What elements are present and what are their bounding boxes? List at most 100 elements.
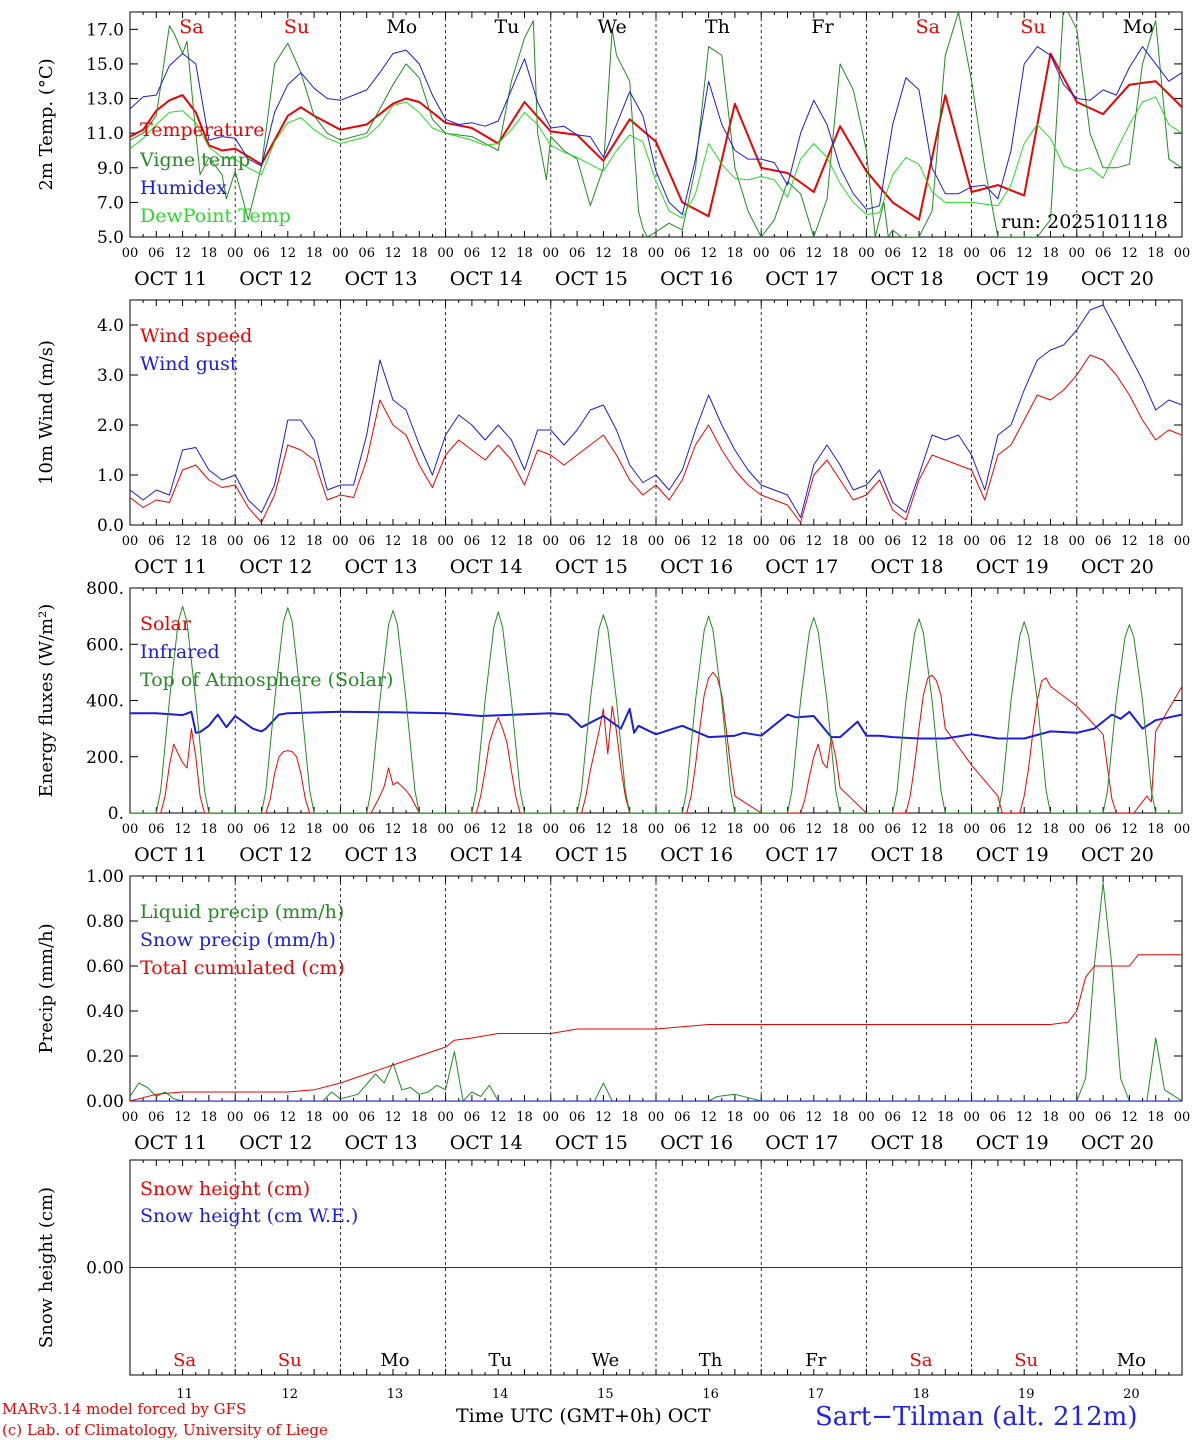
hour-tick-label: 18	[937, 246, 954, 261]
hour-tick-label: 18	[832, 822, 849, 837]
hour-tick-label: 12	[700, 822, 717, 837]
hour-tick-label: 18	[621, 822, 638, 837]
day-label: OCT 19	[976, 556, 1049, 578]
panel-precip: 0.00 0.20 0.40 0.60 0.80 1.00 Precip (mm/h) Liq…	[36, 867, 1190, 1154]
hour-tick-label: 12	[700, 534, 717, 549]
hour-tick-label: 06	[148, 822, 165, 837]
day-label: OCT 12	[239, 268, 312, 290]
hour-tick-label: 12	[595, 822, 612, 837]
hour-tick-label: 18	[1147, 822, 1164, 837]
model-credit: MARv3.14 model forced by GFS	[2, 1400, 247, 1418]
hour-tick-label: 00	[227, 822, 244, 837]
hour-tick-label: 12	[595, 246, 612, 261]
panel-snow: 0.00 Snow height (cm) Snow height (cm) Snow…	[36, 1159, 1183, 1402]
hour-tick-label: 06	[358, 1110, 375, 1125]
day-label: OCT 16	[660, 268, 733, 290]
legend-entry: Top of Atmosphere (Solar)	[140, 669, 393, 691]
series-line-total-cumulated-cm-	[130, 954, 1182, 1101]
y-tick-label: 13.0	[86, 90, 124, 110]
hour-tick-label: 00	[122, 822, 139, 837]
hour-tick-label: 00	[1174, 822, 1191, 837]
day-label: OCT 14	[450, 844, 523, 866]
y-tick-label: 0.00	[86, 1092, 124, 1112]
hour-tick-label: 18	[937, 534, 954, 549]
hour-tick-label: 12	[806, 534, 823, 549]
series-group	[130, 304, 1182, 523]
hour-tick-label: 00	[1069, 246, 1086, 261]
day-label: OCT 17	[765, 844, 838, 866]
weekday-label: Mo	[1117, 1350, 1146, 1371]
day-label: OCT 13	[344, 556, 417, 578]
day-label: OCT 18	[870, 1132, 943, 1154]
y-axis-label: 10m Wind (m/s)	[36, 340, 57, 485]
hour-tick-label: 06	[358, 246, 375, 261]
station-name: Sart−Tilman (alt. 212m)	[815, 1402, 1138, 1432]
hour-tick-label: 06	[884, 534, 901, 549]
day-label: OCT 12	[239, 1132, 312, 1154]
hour-tick-label: 00	[1069, 534, 1086, 549]
hour-tick-label: 12	[490, 822, 507, 837]
hour-tick-label: 18	[727, 534, 744, 549]
hour-tick-label: 00	[1174, 246, 1191, 261]
hour-tick-label: 18	[306, 822, 323, 837]
hour-tick-label: 06	[464, 246, 481, 261]
day-number-label: 18	[913, 1387, 930, 1402]
legend-entry: Snow height (cm W.E.)	[140, 1205, 358, 1227]
hour-tick-label: 18	[832, 534, 849, 549]
series-group	[130, 882, 1182, 1101]
y-tick-label: 0.00	[86, 1259, 124, 1279]
series-line-dewpoint-temp	[130, 96, 1182, 219]
legend-entry: Humidex	[140, 177, 227, 199]
day-number-label: 13	[387, 1387, 404, 1402]
hour-tick-label: 06	[253, 1110, 270, 1125]
hour-tick-label: 00	[963, 534, 980, 549]
weekday-label: We	[592, 1350, 620, 1371]
weekday-label: Su	[284, 16, 309, 38]
hour-tick-label: 00	[648, 1110, 665, 1125]
hour-tick-label: 18	[1147, 534, 1164, 549]
hour-tick-label: 06	[779, 246, 796, 261]
hour-tick-label: 12	[490, 534, 507, 549]
hour-tick-label: 00	[858, 534, 875, 549]
hour-tick-label: 00	[437, 246, 454, 261]
hour-tick-label: 00	[648, 534, 665, 549]
hour-tick-label: 18	[201, 246, 218, 261]
hour-tick-label: 12	[595, 1110, 612, 1125]
hour-tick-label: 12	[1121, 246, 1138, 261]
day-label: OCT 19	[976, 844, 1049, 866]
hour-tick-label: 18	[201, 1110, 218, 1125]
day-label: OCT 13	[344, 1132, 417, 1154]
y-tick-label: 600.	[86, 635, 124, 655]
hour-tick-label: 18	[937, 1110, 954, 1125]
day-label: OCT 11	[134, 556, 207, 578]
y-tick-label: 0.60	[86, 957, 124, 977]
hour-tick-label: 00	[963, 1110, 980, 1125]
hour-tick-label: 00	[227, 1110, 244, 1125]
hour-tick-label: 00	[543, 534, 560, 549]
day-number-label: 20	[1123, 1387, 1140, 1402]
hour-tick-label: 18	[411, 534, 428, 549]
hour-tick-label: 00	[543, 822, 560, 837]
y-tick-label: 200.	[86, 748, 124, 768]
day-label: OCT 12	[239, 844, 312, 866]
y-tick-label: 11.0	[86, 124, 124, 144]
hour-tick-label: 00	[753, 1110, 770, 1125]
hour-tick-label: 06	[569, 534, 586, 549]
weekday-label: Fr	[805, 1350, 826, 1371]
day-label: OCT 15	[555, 268, 628, 290]
weekday-label: Su	[1014, 1350, 1038, 1371]
hour-tick-label: 00	[648, 822, 665, 837]
weekday-label: Mo	[380, 1350, 409, 1371]
hour-tick-label: 06	[358, 534, 375, 549]
y-tick-label: 0.20	[86, 1047, 124, 1067]
day-label: OCT 13	[344, 844, 417, 866]
legend-entry: Snow height (cm)	[140, 1178, 310, 1200]
hour-tick-label: 00	[332, 246, 349, 261]
day-label: OCT 18	[870, 556, 943, 578]
day-label: OCT 11	[134, 844, 207, 866]
hour-tick-label: 18	[516, 822, 533, 837]
hour-tick-label: 06	[884, 1110, 901, 1125]
weekday-label: Fr	[811, 16, 834, 38]
hour-tick-label: 06	[1095, 1110, 1112, 1125]
day-number-label: 16	[702, 1387, 719, 1402]
